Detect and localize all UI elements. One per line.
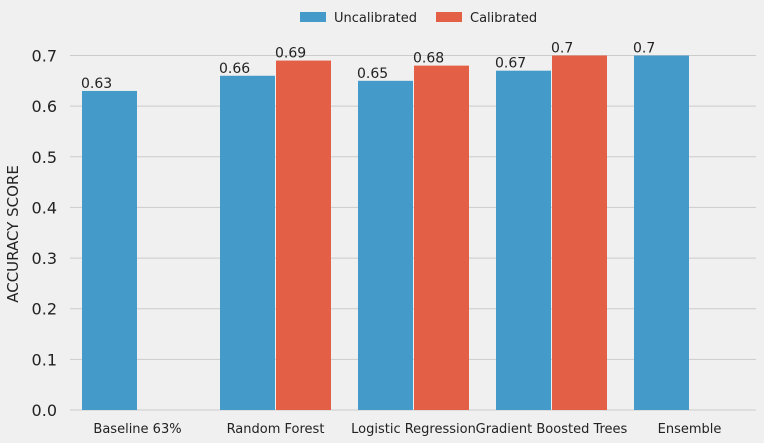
data-label: 0.7	[633, 41, 655, 57]
y-axis-label: ACCURACY SCORE	[4, 165, 22, 303]
y-tick-label: 0.2	[32, 300, 57, 319]
bar-calibrated-3	[414, 65, 469, 410]
y-tick-label: 0.7	[32, 47, 57, 66]
data-label: 0.69	[275, 46, 306, 62]
bar-layer	[82, 55, 689, 411]
data-label: 0.63	[81, 76, 112, 92]
data-label: 0.67	[495, 56, 526, 72]
y-tick-label: 0.3	[32, 249, 57, 268]
bar-calibrated-4	[552, 55, 607, 410]
y-tick-label: 0.0	[32, 401, 57, 420]
axis-layer: 0.0 0.1 0.2 0.3 0.4 0.5 0.6 0.7 Baseline 63% Rand…	[32, 47, 722, 438]
label-layer: 0.63 0.66 0.69 0.65 0.68 0.67 0.7 0.7	[81, 41, 655, 92]
x-tick-label: Logistic Regression	[351, 422, 476, 437]
bar-calibrated-2	[276, 60, 331, 411]
bar-uncalibrated-3	[358, 80, 413, 411]
x-tick-label: Baseline 63%	[93, 422, 181, 437]
x-tick-label: Random Forest	[227, 422, 325, 437]
x-tick-label: Ensemble	[658, 422, 722, 437]
data-label: 0.65	[357, 66, 388, 82]
bar-uncalibrated-2	[220, 75, 275, 410]
y-tick-label: 0.4	[32, 198, 57, 217]
legend-label-calibrated: Calibrated	[470, 11, 537, 26]
legend-swatch-calibrated	[436, 12, 462, 22]
data-label: 0.7	[551, 41, 573, 57]
legend-swatch-uncalibrated	[300, 12, 326, 22]
legend-label-uncalibrated: Uncalibrated	[334, 11, 417, 26]
y-tick-label: 0.5	[32, 148, 57, 167]
y-tick-label: 0.6	[32, 97, 57, 116]
data-label: 0.66	[219, 61, 250, 77]
data-label: 0.68	[413, 51, 444, 67]
y-tick-label: 0.1	[32, 350, 57, 369]
bar-uncalibrated-1	[82, 90, 137, 410]
bar-uncalibrated-5	[634, 55, 689, 410]
legend: Uncalibrated Calibrated	[300, 11, 537, 26]
bar-uncalibrated-4	[496, 70, 551, 410]
x-tick-label: Gradient Boosted Trees	[476, 422, 628, 437]
